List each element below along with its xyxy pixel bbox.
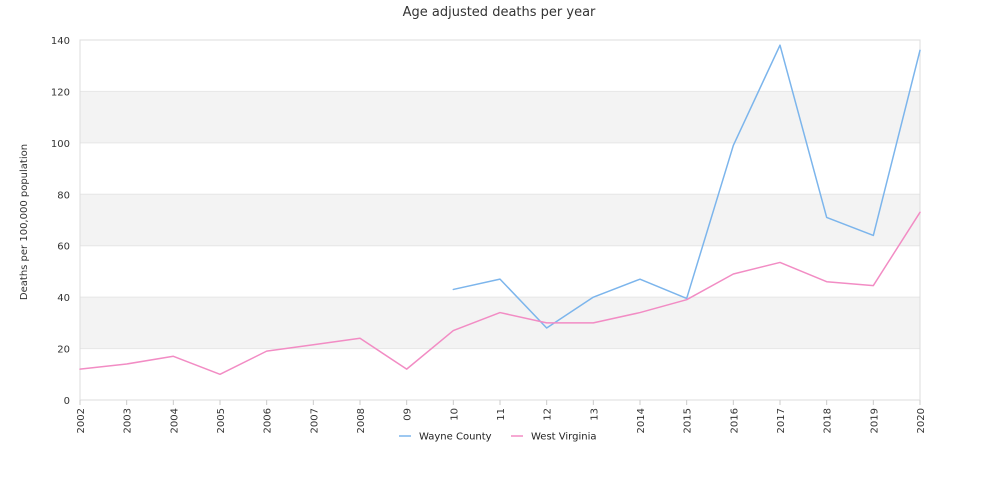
x-tick-label: 2018 bbox=[823, 408, 834, 433]
legend: Wayne County West Virginia bbox=[399, 432, 596, 443]
x-tick-label: 2020 bbox=[916, 408, 927, 433]
x-tick-label: 2014 bbox=[636, 408, 647, 433]
x-tick-label: 2015 bbox=[683, 408, 694, 433]
x-tick-label: 2016 bbox=[729, 408, 740, 433]
y-tick-label: 20 bbox=[57, 345, 70, 356]
y-tick-label: 80 bbox=[57, 190, 70, 201]
x-tick-label: 13 bbox=[589, 408, 600, 421]
x-tick-label: 11 bbox=[496, 408, 507, 421]
y-tick-label: 120 bbox=[51, 87, 70, 98]
y-tick-label: 0 bbox=[64, 396, 70, 407]
plot-band bbox=[80, 91, 920, 143]
x-tick-label: 2005 bbox=[216, 408, 227, 433]
y-tick-label: 100 bbox=[51, 139, 70, 150]
plot-band bbox=[80, 297, 920, 349]
x-tick-label: 2003 bbox=[123, 408, 134, 433]
x-tick-label: 2002 bbox=[76, 408, 87, 433]
series-layer bbox=[79, 44, 921, 376]
x-tick-label: 09 bbox=[403, 408, 414, 421]
y-axis-ticks: 0 20 40 60 80 100 120 140 bbox=[51, 36, 70, 407]
legend-item-label[interactable]: West Virginia bbox=[531, 432, 596, 443]
x-tick-label: 2007 bbox=[309, 408, 320, 433]
series-line bbox=[79, 211, 921, 376]
plot-band bbox=[80, 194, 920, 246]
x-tick-label: 2006 bbox=[263, 408, 274, 433]
y-tick-label: 140 bbox=[51, 36, 70, 47]
x-tick-label: 10 bbox=[449, 408, 460, 421]
x-tick-label: 2019 bbox=[869, 408, 880, 433]
series-line bbox=[452, 44, 921, 329]
x-tick-label: 2008 bbox=[356, 408, 367, 433]
legend-item-label[interactable]: Wayne County bbox=[419, 432, 492, 443]
y-tick-label: 40 bbox=[57, 293, 70, 304]
y-axis-label: Deaths per 100,000 population bbox=[19, 144, 30, 300]
x-tick-label: 2017 bbox=[776, 408, 787, 433]
x-tick-label: 2004 bbox=[169, 408, 180, 433]
plot-bands bbox=[80, 91, 920, 349]
y-tick-label: 60 bbox=[57, 242, 70, 253]
chart-title: Age adjusted deaths per year bbox=[403, 5, 596, 20]
x-tick-label: 12 bbox=[543, 408, 554, 421]
x-axis-ticks: 2002 2003 2004 2005 2006 2007 2008 09 10 11 12 13 20… bbox=[76, 400, 927, 433]
